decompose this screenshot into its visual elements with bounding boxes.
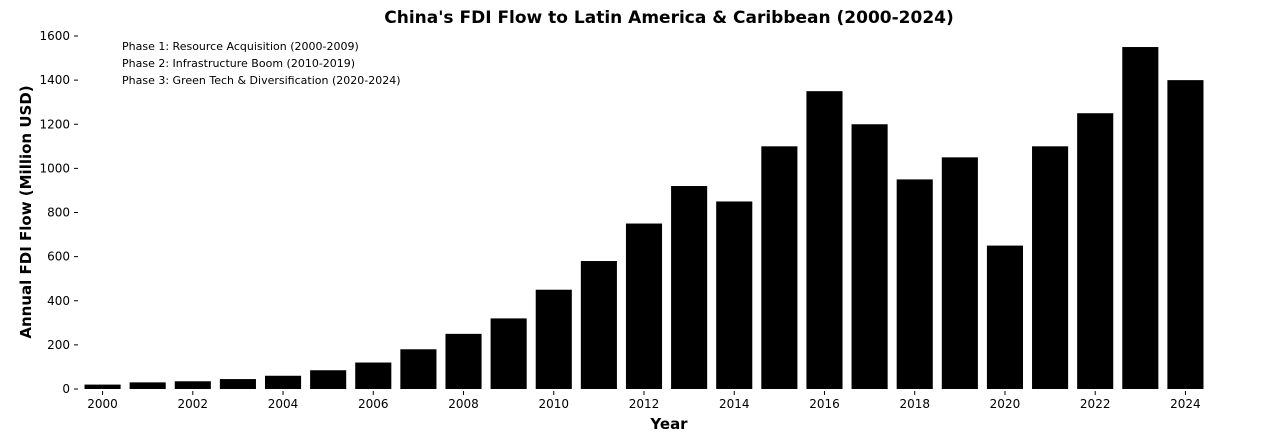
x-tick-label: 2004 [268,397,299,411]
y-tick-label: 800 [47,206,70,220]
bar-2018 [896,179,933,389]
y-tick-label: 0 [62,382,70,396]
x-tick-label: 2000 [87,397,118,411]
y-tick-label: 600 [47,250,70,264]
y-tick-label: 200 [47,338,70,352]
y-tick-label: 1000 [39,161,70,175]
x-tick-label: 2008 [448,397,479,411]
x-tick-label: 2016 [809,397,840,411]
bar-2002 [174,381,211,389]
annotation-phase-3: Phase 3: Green Tech & Diversification (2… [122,74,401,87]
bar-2020 [986,245,1024,389]
x-tick-label: 2014 [719,397,750,411]
bar-2021 [1032,146,1069,389]
x-tick-label: 2006 [358,397,389,411]
y-tick-label: 1400 [39,73,70,87]
annotation-phase-2: Phase 2: Infrastructure Boom (2010-2019) [122,57,355,70]
bar-2001 [129,382,166,389]
y-tick-label: 1200 [39,117,70,131]
annotation-phase-1: Phase 1: Resource Acquisition (2000-2009… [122,40,359,53]
bar-2011 [580,261,617,389]
x-tick-label: 2010 [538,397,569,411]
chart-title: China's FDI Flow to Latin America & Cari… [384,8,954,28]
y-axis: 0 200 400 600 800 1000 1200 1400 1600 [39,29,78,396]
bar-2007 [400,349,437,389]
bar-2009 [490,318,527,389]
bar-2017 [851,124,888,389]
bar-2008 [445,333,482,389]
bar-2010 [535,289,572,389]
bar-2003 [219,379,256,389]
bar-2004 [264,375,302,389]
bar-2005 [310,370,347,389]
x-tick-label: 2012 [629,397,660,411]
y-axis-label: Annual FDI Flow (Million USD) [17,85,35,338]
bar-2023 [1122,47,1159,389]
bar-2013 [671,186,708,389]
bar-2024 [1167,80,1204,389]
bar-2019 [941,157,978,389]
bar-2022 [1077,113,1114,389]
bar-2016 [806,91,843,389]
bar-2006 [355,362,392,389]
y-tick-label: 400 [47,294,70,308]
y-tick-label: 1600 [39,29,70,43]
x-tick-label: 2022 [1080,397,1111,411]
bars [84,47,1204,389]
x-tick-label: 2018 [899,397,930,411]
x-tick-label: 2020 [990,397,1021,411]
x-axis-label: Year [649,415,688,433]
x-tick-label: 2024 [1170,397,1201,411]
bar-2000 [84,384,121,389]
x-axis: 2000 2002 2004 2006 2008 2010 2012 2014 2016 2018… [87,391,1201,411]
bar-2014 [716,201,753,389]
x-tick-label: 2002 [178,397,209,411]
phase-annotations: Phase 1: Resource Acquisition (2000-2009… [122,40,401,87]
bar-2015 [761,146,798,389]
bar-2012 [625,223,663,389]
